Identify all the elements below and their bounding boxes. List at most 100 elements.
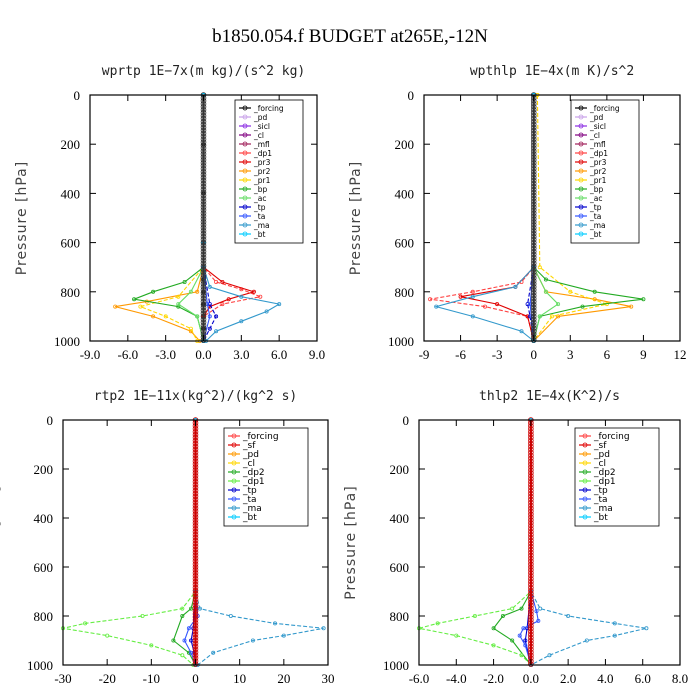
legend-label: _mfl [253,140,270,149]
legend-label: _bt [242,513,257,523]
data-point [207,314,212,319]
y-tick-label: 400 [34,511,54,526]
data-point [105,633,110,638]
chart-panel-1: wprtp 1E−7x(m kg)/(s^2 kg) Pressure [hPa]… [14,64,325,362]
chart-panel-4: thlp2 1E−4x(K^2)/s Pressure [hPa] -6.0 -4.0… [343,389,688,686]
legend-label: _cl [593,459,606,469]
series-line-ac [533,95,559,342]
data-point [239,319,244,324]
zero-line-markers [528,417,534,667]
data-point [113,304,118,309]
x-tick-label: -2.0 [483,671,504,686]
x-tick-label: 12 [674,347,687,362]
y-tick-label: 800 [61,285,81,300]
legend-label: _ac [253,194,266,203]
data-point [428,297,433,302]
legend-label: _bt [253,230,266,239]
legend-label: _tp [593,486,608,496]
data-point [189,606,194,611]
data-point [197,606,202,611]
x-tick-label: -6.0 [409,671,430,686]
data-point [188,326,193,331]
data-point [226,297,231,302]
x-tick-label: 30 [322,671,335,686]
data-point [510,606,515,611]
data-point [556,302,561,307]
data-point [151,289,156,294]
data-point [435,621,440,626]
plot-frame [423,94,681,342]
data-point [519,606,524,611]
data-point [641,297,646,302]
y-tick-label: 400 [61,186,81,201]
y-tick-label: 0 [408,88,415,103]
data-point [644,626,649,631]
data-point [566,614,571,619]
data-point [491,626,496,631]
legend-label: _ta [589,212,601,221]
series-line-dp1 [418,420,532,666]
data-point [163,314,168,319]
chart-panel-2: wpthlp 1E−4x(m K)/s^2 Pressure [hPa] -9 -6 -… [348,64,687,362]
data-point [536,618,541,623]
series-line-pr1 [533,94,609,342]
legend-label: _cl [253,131,264,140]
series-line-pr3 [460,95,535,342]
x-tick-label: -3 [492,347,503,362]
x-tick-label: 8.0 [672,671,688,686]
data-point [521,626,526,631]
legend-label: _pr2 [253,167,271,176]
x-tick-label: 3.0 [233,347,249,362]
legend-label: _forcing [589,104,620,113]
data-point [180,653,185,658]
x-tick-label: 6 [604,347,611,362]
data-point [538,606,543,611]
data-point [207,302,212,307]
legend-label: _ma [589,221,606,230]
data-point [543,289,548,294]
legend-label: _tp [242,486,257,496]
y-tick-label: 400 [390,511,410,526]
legend-label: _cl [242,459,255,469]
legend: _forcing_pd_sicl_cl_mfl_dp1_pr3_pr2_pr1_… [234,99,304,244]
series-line-pr1 [138,95,205,342]
data-point [207,326,212,331]
data-point [214,329,219,334]
data-point [176,304,181,309]
x-tick-label: 4.0 [597,671,613,686]
data-point [180,614,185,619]
x-tick-label: 0 [530,347,537,362]
data-point [523,643,528,648]
data-point [277,302,282,307]
data-point [537,265,542,270]
y-axis-label: Pressure [hPa] [0,485,3,599]
y-tick-label: 1000 [383,658,409,673]
data-point [211,650,216,655]
data-point [525,314,530,319]
data-point [454,633,459,638]
data-point [189,638,194,643]
y-tick-label: 600 [390,560,410,575]
data-point [482,304,487,309]
legend-label: _ma [242,504,262,514]
legend-label: _ta [242,495,257,505]
series-line-bp [132,95,205,342]
data-point [251,289,256,294]
panel-title: wprtp 1E−7x(m kg)/(s^2 kg) [102,64,306,79]
x-tick-label: -3.0 [155,347,176,362]
legend-label: _forcing [242,432,279,442]
data-point [491,643,496,648]
legend-label: _sf [242,441,256,451]
legend: _forcing_sf_pd_cl_dp2_dp1_tp_ta_ma_bt [223,427,309,527]
legend-label: _dp1 [589,149,608,158]
data-point [612,633,617,638]
data-point [584,638,589,643]
series-line-ma [530,420,647,666]
y-tick-label: 200 [34,462,54,477]
legend-label: _tp [589,203,602,212]
legend-label: _forcing [253,104,284,113]
data-point [176,302,181,307]
data-point [568,289,573,294]
legend-label: _bt [589,230,602,239]
series-line-ac [177,95,205,342]
